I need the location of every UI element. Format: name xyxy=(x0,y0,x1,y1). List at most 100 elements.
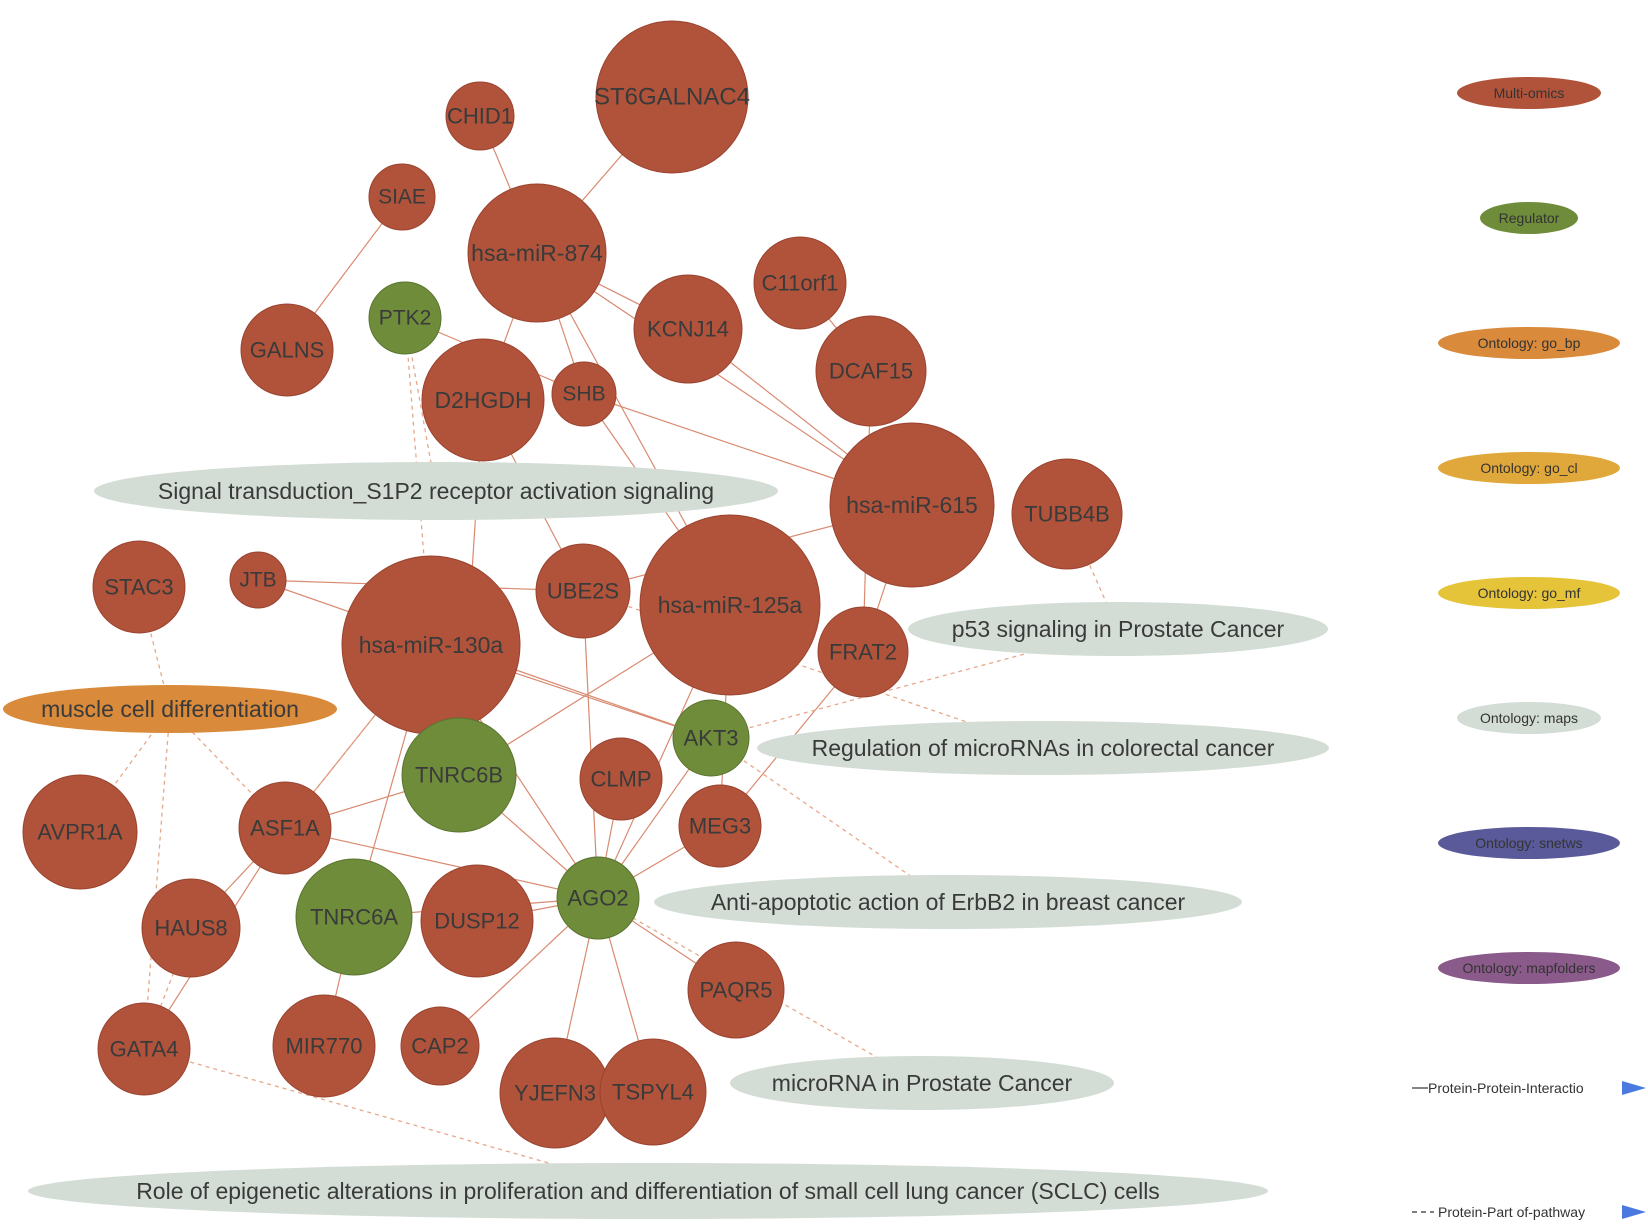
legend-label-ontology-snetws: Ontology: snetws xyxy=(1475,835,1582,851)
legend-swatch-multi-omics xyxy=(1457,77,1601,109)
node-label-dcaf15: DCAF15 xyxy=(829,359,913,384)
ppi-edge-asf1a-ago2 xyxy=(284,827,599,899)
legend-label-ontology-go-bp: Ontology: go_bp xyxy=(1478,335,1581,351)
node-asf1a[interactable]: ASF1A xyxy=(238,781,332,875)
node-label-c11orf1: C11orf1 xyxy=(762,271,839,296)
node-ube2s[interactable]: UBE2S xyxy=(535,543,631,639)
node-st6galnac4[interactable]: ST6GALNAC4 xyxy=(594,20,750,174)
node-shape-chid1 xyxy=(445,81,515,151)
node-label-sclc: Role of epigenetic alterations in prolif… xyxy=(136,1178,1160,1204)
node-shape-kcnj14 xyxy=(633,274,743,384)
node-sclc[interactable]: Role of epigenetic alterations in prolif… xyxy=(28,1163,1268,1219)
node-label-paqr5: PAQR5 xyxy=(700,978,773,1003)
node-shape-mir770 xyxy=(272,994,376,1098)
node-label-p53: p53 signaling in Prostate Cancer xyxy=(952,616,1285,642)
legend-swatch-ontology-go-bp xyxy=(1438,327,1620,359)
node-shape-gata4 xyxy=(97,1002,191,1096)
node-label-mirna-pc: microRNA in Prostate Cancer xyxy=(772,1070,1073,1096)
node-shape-stac3 xyxy=(92,540,186,634)
node-mirna-crc[interactable]: Regulation of microRNAs in colorectal ca… xyxy=(757,721,1329,775)
node-hsa-mir-130a[interactable]: hsa-miR-130a xyxy=(341,555,521,735)
legend-swatch-ontology-go-mf xyxy=(1438,577,1620,609)
node-label-ago2: AGO2 xyxy=(567,886,628,911)
node-erbb2[interactable]: Anti-apoptotic action of ErbB2 in breast… xyxy=(654,875,1242,929)
node-p53[interactable]: p53 signaling in Prostate Cancer xyxy=(908,602,1328,656)
pathway-edge-akt3-p53 xyxy=(710,628,1119,739)
node-tnrc6a[interactable]: TNRC6A xyxy=(295,858,413,976)
node-shape-hsa-mir-615 xyxy=(829,422,995,588)
node-clmp[interactable]: CLMP xyxy=(579,737,663,821)
node-shape-d2hgdh xyxy=(421,338,545,462)
node-shape-hsa-mir-874 xyxy=(467,183,607,323)
legend-swatch-ontology-maps xyxy=(1457,702,1601,734)
node-mirna-pc[interactable]: microRNA in Prostate Cancer xyxy=(730,1056,1114,1110)
node-shape-p53 xyxy=(908,602,1328,656)
node-frat2[interactable]: FRAT2 xyxy=(817,606,909,698)
node-shape-hsa-mir-125a xyxy=(639,514,821,696)
node-hsa-mir-125a[interactable]: hsa-miR-125a xyxy=(639,514,821,696)
node-akt3[interactable]: AKT3 xyxy=(672,699,750,777)
node-shape-meg3 xyxy=(678,784,762,868)
node-ago2[interactable]: AGO2 xyxy=(556,856,640,940)
node-hsa-mir-874[interactable]: hsa-miR-874 xyxy=(467,183,607,323)
legend-label-regulator: Regulator xyxy=(1499,210,1560,226)
node-shape-ube2s xyxy=(535,543,631,639)
node-label-frat2: FRAT2 xyxy=(829,640,897,665)
node-mir770[interactable]: MIR770 xyxy=(272,994,376,1098)
node-shape-jtb xyxy=(229,551,287,609)
node-yjefn3[interactable]: YJEFN3 xyxy=(499,1037,611,1149)
node-avpr1a[interactable]: AVPR1A xyxy=(22,774,138,890)
node-galns[interactable]: GALNS xyxy=(240,303,334,397)
node-label-tnrc6b: TNRC6B xyxy=(415,763,503,788)
node-stac3[interactable]: STAC3 xyxy=(92,540,186,634)
node-chid1[interactable]: CHID1 xyxy=(445,81,515,151)
node-meg3[interactable]: MEG3 xyxy=(678,784,762,868)
node-label-muscle: muscle cell differentiation xyxy=(41,696,299,722)
node-label-galns: GALNS xyxy=(250,338,325,363)
node-label-dusp12: DUSP12 xyxy=(434,909,520,934)
legend-label-multi-omics: Multi-omics xyxy=(1494,85,1565,101)
node-dcaf15[interactable]: DCAF15 xyxy=(815,315,927,427)
node-label-shb: SHB xyxy=(562,383,605,406)
node-shape-mirna-pc xyxy=(730,1056,1114,1110)
node-siae[interactable]: SIAE xyxy=(368,163,436,231)
node-gata4[interactable]: GATA4 xyxy=(97,1002,191,1096)
node-muscle[interactable]: muscle cell differentiation xyxy=(3,685,337,733)
node-dusp12[interactable]: DUSP12 xyxy=(420,864,534,978)
node-s1p2[interactable]: Signal transduction_S1P2 receptor activa… xyxy=(94,462,778,520)
node-haus8[interactable]: HAUS8 xyxy=(141,878,241,978)
node-tnrc6b[interactable]: TNRC6B xyxy=(401,717,517,833)
node-shape-st6galnac4 xyxy=(595,20,749,174)
node-shape-muscle xyxy=(3,685,337,733)
node-paqr5[interactable]: PAQR5 xyxy=(687,941,785,1039)
node-c11orf1[interactable]: C11orf1 xyxy=(753,236,847,330)
node-tspyl4[interactable]: TSPYL4 xyxy=(599,1038,707,1146)
node-shape-tspyl4 xyxy=(599,1038,707,1146)
node-jtb[interactable]: JTB xyxy=(229,551,287,609)
node-d2hgdh[interactable]: D2HGDH xyxy=(421,338,545,462)
node-shape-avpr1a xyxy=(22,774,138,890)
node-label-jtb: JTB xyxy=(239,569,276,592)
node-ptk2[interactable]: PTK2 xyxy=(368,281,442,355)
node-shb[interactable]: SHB xyxy=(551,361,617,427)
node-shape-akt3 xyxy=(672,699,750,777)
node-kcnj14[interactable]: KCNJ14 xyxy=(633,274,743,384)
node-shape-galns xyxy=(240,303,334,397)
nodes: ST6GALNAC4 CHID1 SIAE hsa-miR-874 C11orf1 PTK… xyxy=(3,20,1329,1219)
node-tubb4b[interactable]: TUBB4B xyxy=(1011,458,1123,570)
node-hsa-mir-615[interactable]: hsa-miR-615 xyxy=(829,422,995,588)
node-label-ube2s: UBE2S xyxy=(547,579,619,604)
legend-label-ontology-mapfolders: Ontology: mapfolders xyxy=(1462,960,1595,976)
node-label-stac3: STAC3 xyxy=(104,575,173,600)
pathway-edge-akt3-erbb2 xyxy=(710,737,949,903)
node-label-hsa-mir-130a: hsa-miR-130a xyxy=(359,632,504,658)
node-label-tspyl4: TSPYL4 xyxy=(612,1080,694,1105)
node-label-cap2: CAP2 xyxy=(411,1034,468,1059)
node-label-hsa-mir-874: hsa-miR-874 xyxy=(471,240,603,266)
legend-item-regulator: Regulator xyxy=(1480,202,1578,234)
node-cap2[interactable]: CAP2 xyxy=(400,1006,480,1086)
node-label-ptk2: PTK2 xyxy=(379,307,432,330)
node-label-mir770: MIR770 xyxy=(285,1034,362,1059)
legend-label-ontology-go-mf: Ontology: go_mf xyxy=(1478,585,1581,601)
legend-arrow-icon xyxy=(1622,1205,1646,1219)
